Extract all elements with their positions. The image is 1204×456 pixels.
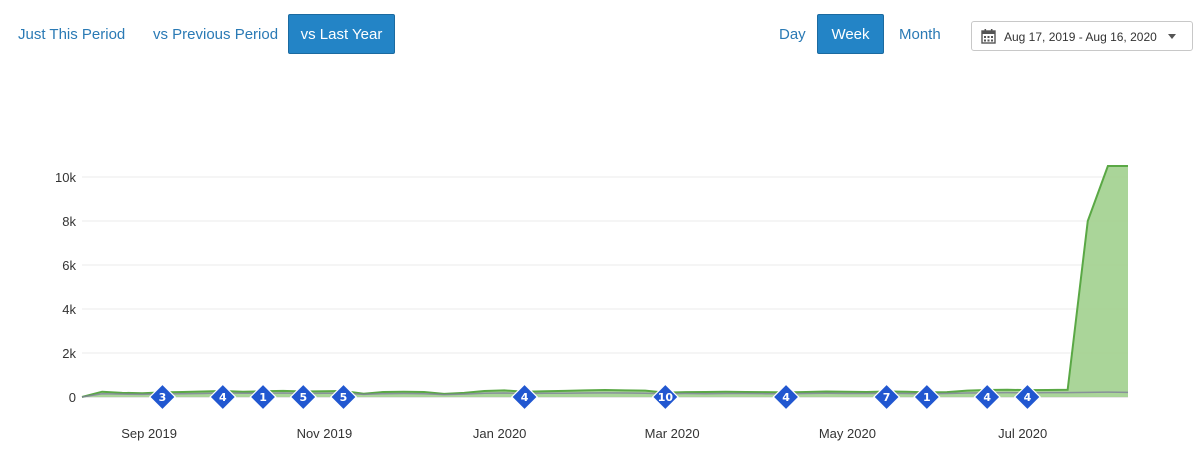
x-tick-label: Mar 2020 [645, 426, 700, 441]
x-axis-ticks: Sep 2019 Nov 2019 Jan 2020 Mar 2020 May 2020… [121, 426, 1047, 441]
just-this-period-button[interactable]: Just This Period [18, 26, 126, 43]
y-tick-label: 10k [55, 170, 76, 185]
annotation-label: 5 [340, 391, 348, 404]
x-tick-label: May 2020 [819, 426, 876, 441]
y-axis-ticks: 0 2k 4k 6k 8k 10k [55, 170, 76, 405]
x-tick-label: Jan 2020 [473, 426, 527, 441]
annotation-label: 7 [883, 391, 891, 404]
annotation-diamond [249, 383, 277, 411]
x-tick-label: Nov 2019 [297, 426, 353, 441]
annotation-diamond [772, 383, 800, 411]
annotation-diamond [289, 383, 317, 411]
annotation-diamond [913, 383, 941, 411]
annotation-marker[interactable]: 4 [510, 383, 539, 411]
annotation-marker[interactable]: 4 [1013, 383, 1041, 411]
x-tick-label: Sep 2019 [121, 426, 177, 441]
y-tick-label: 6k [62, 258, 76, 273]
annotation-label: 4 [521, 391, 529, 404]
annotation-diamond [148, 383, 177, 411]
chart-series [81, 165, 1129, 398]
annotation-diamond [1013, 383, 1041, 411]
annotation-label: 5 [299, 391, 307, 404]
annotation-label: 4 [983, 391, 991, 404]
annotation-marker[interactable]: 4 [772, 383, 800, 411]
annotation-marker[interactable]: 1 [913, 383, 941, 411]
annotation-diamond [510, 383, 539, 411]
annotation-marker[interactable]: 10 [651, 383, 679, 411]
annotation-marker[interactable]: 5 [289, 383, 317, 411]
annotation-marker[interactable]: 4 [973, 383, 1001, 411]
granularity-month-button[interactable]: Month [899, 26, 941, 43]
annotation-label: 3 [159, 391, 167, 404]
chevron-down-icon [1168, 34, 1176, 39]
chart-toolbar: Just This Period vs Previous Period vs L… [0, 0, 1204, 60]
chart-annotations: 3 4 1 5 5 4 10 4 7 1 4 4 [148, 383, 1041, 411]
annotation-diamond [651, 383, 679, 411]
current-period-line [81, 165, 1128, 398]
annotation-label: 4 [782, 391, 790, 404]
annotation-label: 4 [219, 391, 227, 404]
calendar-icon [981, 29, 996, 44]
y-tick-label: 8k [62, 214, 76, 229]
chart-grid [82, 176, 1128, 398]
annotation-marker[interactable]: 3 [148, 383, 177, 411]
granularity-week-button[interactable]: Week [817, 14, 884, 54]
annotation-diamond [329, 383, 358, 411]
annotation-marker[interactable]: 1 [249, 383, 277, 411]
annotation-diamond [973, 383, 1001, 411]
y-tick-label: 4k [62, 302, 76, 317]
current-period-area [82, 166, 1128, 397]
y-tick-label: 2k [62, 346, 76, 361]
date-range-picker[interactable]: Aug 17, 2019 - Aug 16, 2020 [971, 21, 1193, 51]
annotation-marker[interactable]: 5 [329, 383, 358, 411]
annotation-marker[interactable]: 4 [209, 383, 237, 411]
x-tick-label: Jul 2020 [998, 426, 1047, 441]
annotation-label: 4 [1024, 391, 1032, 404]
date-range-label: Aug 17, 2019 - Aug 16, 2020 [1004, 30, 1157, 44]
annotation-diamond [873, 383, 901, 411]
y-tick-label: 0 [69, 390, 76, 405]
granularity-day-button[interactable]: Day [779, 26, 806, 43]
annotation-label: 1 [259, 391, 267, 404]
annotation-label: 1 [923, 391, 931, 404]
vs-last-year-button[interactable]: vs Last Year [288, 14, 395, 54]
annotation-marker[interactable]: 7 [873, 383, 901, 411]
vs-previous-period-button[interactable]: vs Previous Period [153, 26, 279, 43]
annotation-diamond [209, 383, 237, 411]
annotation-label: 10 [658, 391, 674, 404]
